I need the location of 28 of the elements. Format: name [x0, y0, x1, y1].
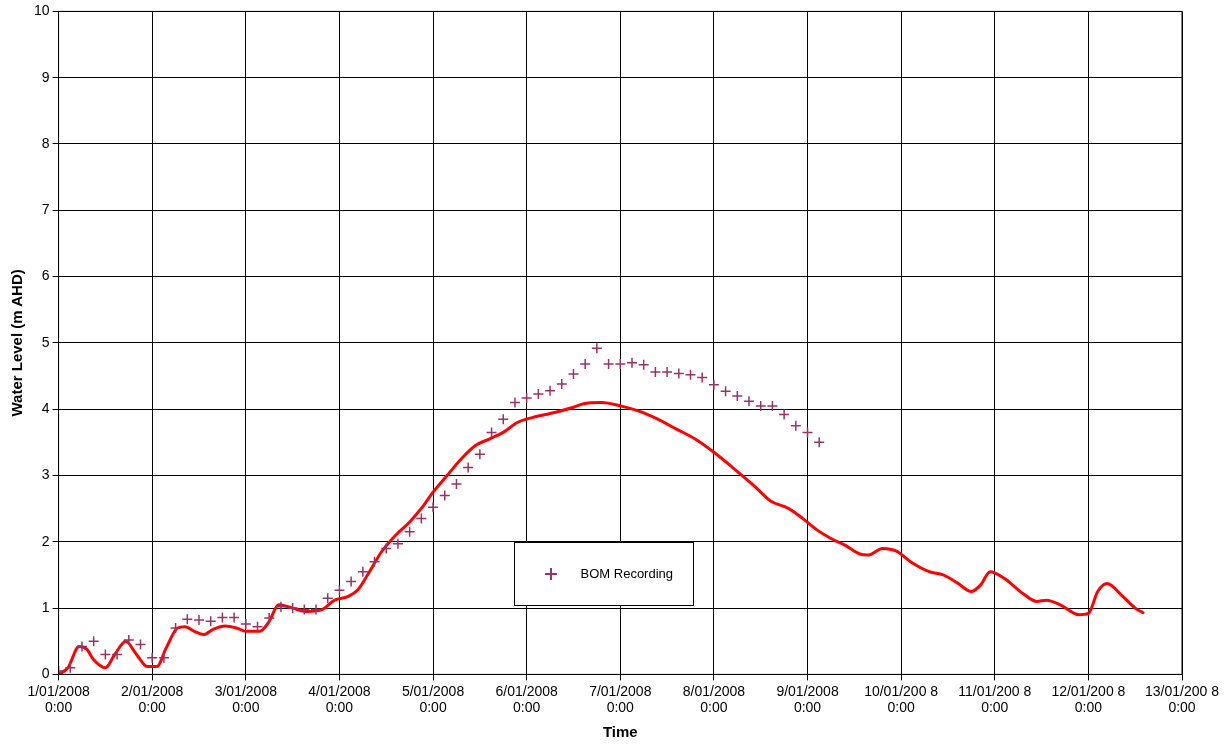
x-tick-label: 3/01/2008 0:00	[214, 682, 278, 716]
y-tick-label: 2	[41, 532, 50, 549]
x-tick-label: 9/01/2008 0:00	[776, 682, 839, 716]
x-tick-label: 2/01/2008 0:00	[121, 682, 184, 716]
x-axis-title: Time	[602, 723, 638, 741]
legend-label: BOM Recording	[580, 566, 674, 582]
line-series	[58, 401, 1145, 675]
x-tick-label: 12/01/200 8 0:00	[1051, 682, 1126, 716]
x-tick-label: 6/01/2008 0:00	[495, 682, 559, 716]
x-tick-label: 1/01/2008 0:00	[27, 682, 90, 716]
x-tick-label: 10/01/200 8 0:00	[864, 682, 939, 716]
y-tick-label: 3	[41, 466, 50, 483]
x-tick-label: 13/01/200 8 0:00	[1145, 682, 1220, 716]
y-tick-label: 1	[41, 598, 50, 615]
y-tick-label: 8	[41, 134, 50, 151]
y-tick-label: 9	[41, 68, 50, 85]
x-tick-label: 5/01/2008 0:00	[401, 682, 465, 716]
x-tick-label: 11/01/200 8 0:00	[958, 682, 1032, 716]
y-tick-label: 5	[41, 333, 50, 350]
y-tick-label: 0	[41, 665, 50, 682]
y-tick-label: 7	[41, 201, 50, 218]
y-tick-label: 4	[41, 400, 50, 417]
x-tick-label: 7/01/2008 0:00	[589, 682, 652, 716]
x-tick-label: 4/01/2008 0:00	[308, 682, 371, 716]
y-tick-label: 6	[41, 267, 50, 284]
y-tick-label: 10	[33, 2, 50, 19]
x-tick-label: 8/01/2008 0:00	[682, 682, 746, 716]
y-axis-title: Water Level (m AHD)	[8, 269, 26, 417]
